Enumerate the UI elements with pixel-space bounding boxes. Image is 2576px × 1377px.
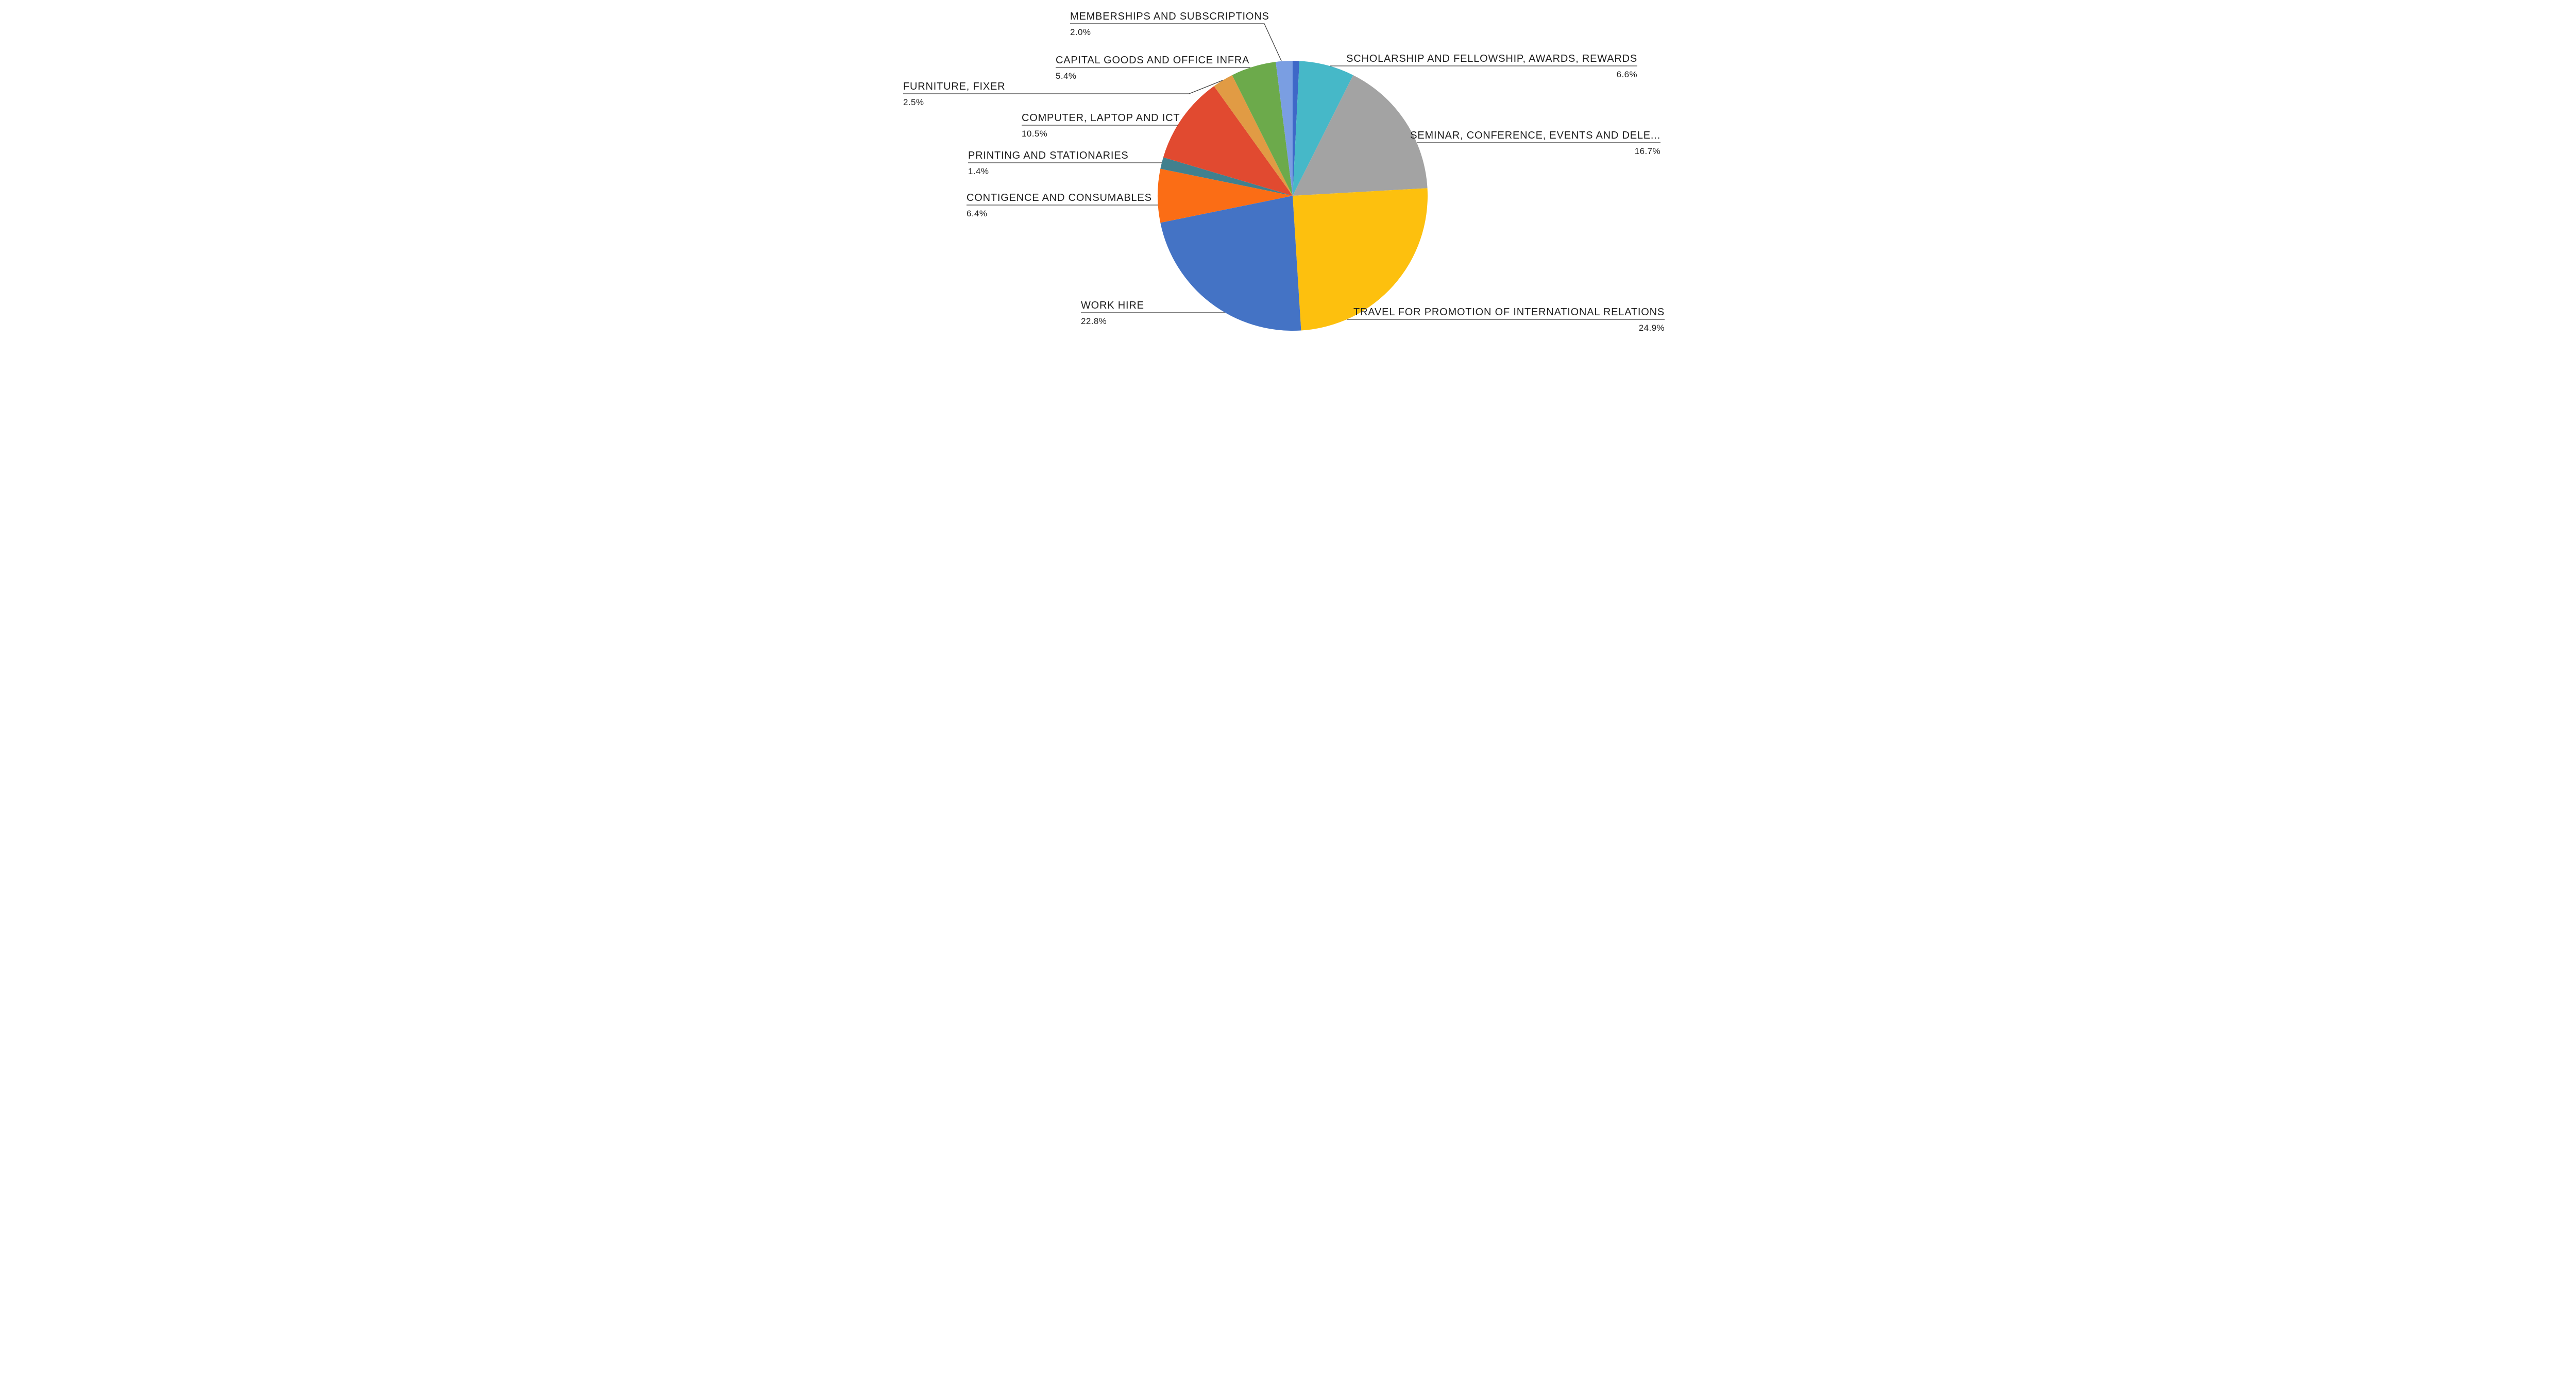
- slice-percent-2: 16.7%: [1635, 146, 1660, 156]
- slice-percent-6: 1.4%: [968, 166, 989, 176]
- slice-label-4: WORK HIRE: [1081, 300, 1144, 311]
- pie-slice-5[interactable]: [1158, 168, 1293, 223]
- slice-percent-5: 6.4%: [967, 209, 987, 218]
- slice-percent-3: 24.9%: [1639, 323, 1665, 333]
- pie-slice-3[interactable]: [1293, 188, 1428, 331]
- slice-label-6: PRINTING AND STATIONARIES: [968, 150, 1129, 161]
- slice-label-8: FURNITURE, FIXER: [903, 81, 1005, 92]
- pie-chart-svg: SCHOLARSHIP AND FELLOWSHIP, AWARDS, REWA…: [903, 11, 1665, 333]
- slice-label-5: CONTIGENCE AND CONSUMABLES: [967, 192, 1152, 203]
- pie-slice-6[interactable]: [1160, 157, 1293, 196]
- slice-label-1: SCHOLARSHIP AND FELLOWSHIP, AWARDS, REWA…: [1346, 53, 1637, 64]
- slice-percent-1: 6.6%: [1617, 70, 1637, 79]
- slice-label-3: TRAVEL FOR PROMOTION OF INTERNATIONAL RE…: [1353, 307, 1665, 318]
- pie-slice-0[interactable]: [1293, 61, 1300, 196]
- pie-slice-9[interactable]: [1232, 62, 1293, 196]
- pie-slice-4[interactable]: [1160, 196, 1301, 331]
- pie-slice-8[interactable]: [1214, 75, 1293, 196]
- leader-line-slice-10: [1070, 23, 1282, 61]
- pie-slice-10[interactable]: [1276, 61, 1293, 196]
- slice-label-2: SEMINAR, CONFERENCE, EVENTS AND DELE...: [1410, 130, 1660, 141]
- slice-percent-9: 5.4%: [1056, 71, 1076, 81]
- slice-label-9: CAPITAL GOODS AND OFFICE INFRA: [1056, 55, 1249, 66]
- slice-label-10: MEMBERSHIPS AND SUBSCRIPTIONS: [1070, 11, 1269, 22]
- slice-percent-10: 2.0%: [1070, 27, 1091, 37]
- leader-line-slice-8: [903, 80, 1223, 94]
- pie-slice-2[interactable]: [1293, 75, 1428, 196]
- slice-percent-7: 10.5%: [1022, 129, 1047, 139]
- pie-slice-1[interactable]: [1293, 61, 1353, 196]
- slice-label-7: COMPUTER, LAPTOP AND ICT: [1022, 112, 1180, 124]
- pie-slice-7[interactable]: [1163, 86, 1293, 196]
- slice-percent-4: 22.8%: [1081, 316, 1107, 326]
- slice-percent-8: 2.5%: [903, 97, 924, 107]
- pie-chart: SCHOLARSHIP AND FELLOWSHIP, AWARDS, REWA…: [893, 0, 1683, 344]
